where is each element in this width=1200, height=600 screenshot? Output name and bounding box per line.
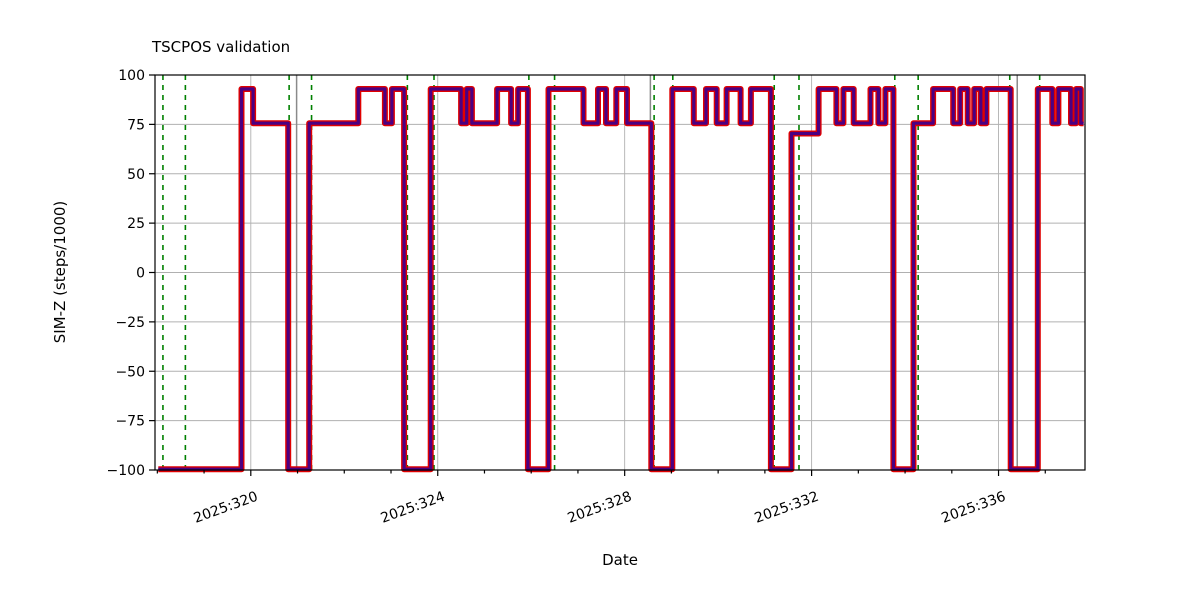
series-tscpos-validation (158, 87, 1084, 471)
y-tick-label: 75 (127, 117, 145, 133)
x-tick-label: 2025:336 (939, 489, 1008, 527)
y-tick-label: −100 (107, 463, 145, 479)
x-tick-label: 2025:332 (752, 489, 821, 527)
y-tick-label: 100 (118, 68, 145, 84)
x-axis-label: Date (602, 551, 638, 569)
y-tick-label: −75 (115, 414, 145, 430)
x-tick-label: 2025:320 (192, 489, 261, 527)
y-tick-label: −25 (115, 315, 145, 331)
x-tick-label: 2025:328 (566, 489, 635, 527)
y-tick-label: −50 (115, 364, 145, 380)
grid-lines (155, 74, 1085, 471)
y-tick-label: 0 (136, 266, 145, 282)
x-tick-label: 2025:324 (379, 489, 448, 527)
y-tick-label: 25 (127, 216, 145, 232)
tick-marks (149, 74, 1046, 476)
chart-title: TSCPOS validation (152, 38, 291, 56)
y-axis-label: SIM-Z (steps/1000) (51, 200, 69, 344)
y-tick-label: 50 (127, 167, 145, 183)
